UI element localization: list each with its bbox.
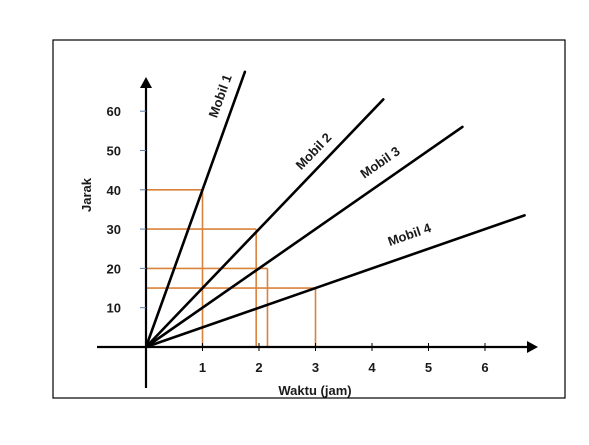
series-line-3 [144,125,464,349]
x-tick-label-3: 3 [312,360,319,375]
y-axis-title: Jarak [79,177,94,212]
y-axis-arrow-icon [140,77,152,88]
y-tick-label-10: 10 [107,301,121,316]
x-tick-label-4: 4 [368,360,376,375]
y-tick-label-50: 50 [107,144,121,159]
y-tick-label-30: 30 [107,222,121,237]
axes [97,77,538,388]
series-lines [144,70,526,349]
x-tick-label-2: 2 [255,360,262,375]
x-axis-title: Waktu (jam) [278,383,351,398]
x-tick-label-1: 1 [199,360,206,375]
chart-frame [52,39,566,399]
y-tick-label-20: 20 [107,261,121,276]
y-tick-label-40: 40 [107,183,121,198]
series-line-1 [144,70,247,349]
x-axis-arrow-icon [527,341,538,353]
x-tick-label-5: 5 [425,360,432,375]
series-line-4 [144,214,526,349]
series-line-2 [144,98,385,349]
x-tick-label-6: 6 [481,360,488,375]
tick-labels: 1 2 3 4 5 6 10 20 30 40 50 60 [107,104,489,375]
y-tick-label-60: 60 [107,104,121,119]
